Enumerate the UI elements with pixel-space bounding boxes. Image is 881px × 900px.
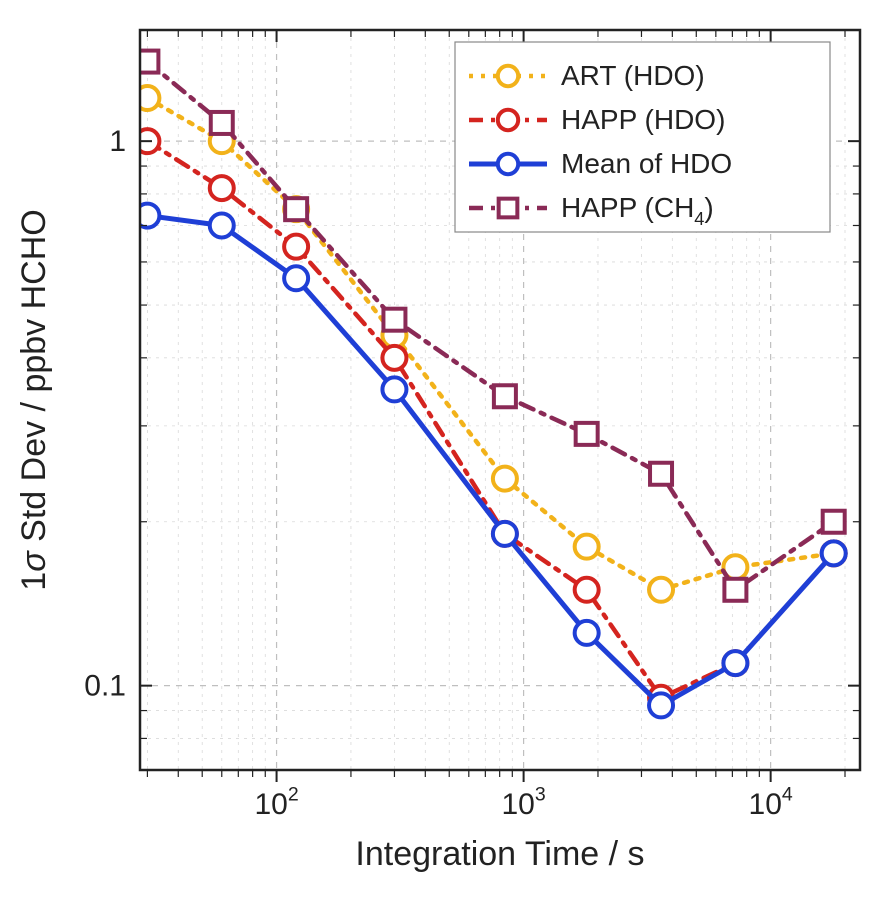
svg-text:Mean of HDO: Mean of HDO — [561, 148, 732, 179]
svg-text:0.1: 0.1 — [84, 670, 126, 703]
line-chart: 1021031040.11Integration Time / s1σ Std … — [0, 0, 881, 900]
svg-text:Integration Time / s: Integration Time / s — [355, 835, 644, 873]
svg-text:ART (HDO): ART (HDO) — [561, 60, 705, 91]
svg-text:HAPP (HDO): HAPP (HDO) — [561, 104, 725, 135]
legend: ART (HDO)HAPP (HDO)Mean of HDOHAPP (CH4) — [455, 42, 830, 232]
svg-text:1σ Std Dev / ppbv HCHO: 1σ Std Dev / ppbv HCHO — [15, 209, 53, 590]
chart-container: 1021031040.11Integration Time / s1σ Std … — [0, 0, 881, 900]
svg-text:1: 1 — [109, 125, 126, 158]
